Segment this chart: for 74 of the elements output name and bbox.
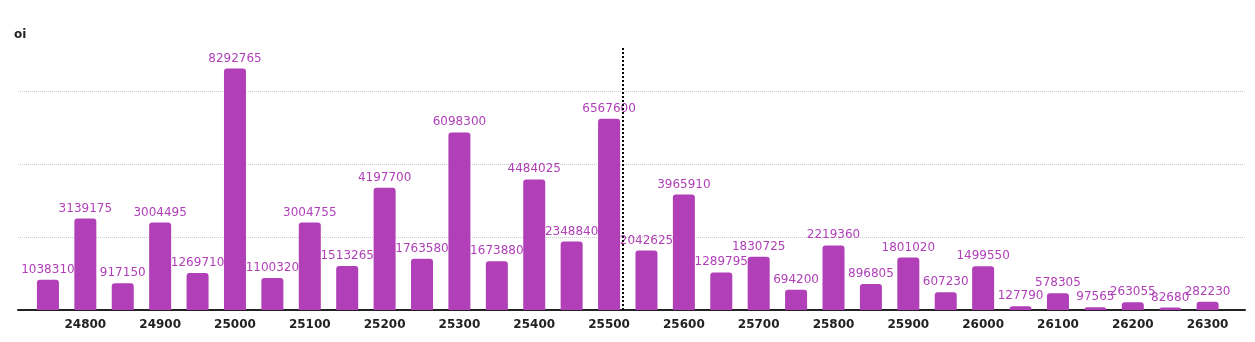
x-tick-label: 25200 xyxy=(363,317,406,331)
bar xyxy=(560,241,583,310)
bar xyxy=(36,279,59,310)
data-label: 127790 xyxy=(997,288,1044,303)
data-label: 1763580 xyxy=(395,240,449,255)
data-label: 1100320 xyxy=(245,259,300,274)
bar xyxy=(785,289,808,310)
data-label: 2219360 xyxy=(806,227,861,242)
x-tick-label: 25600 xyxy=(663,317,705,331)
bar xyxy=(1121,302,1144,310)
bar xyxy=(635,250,658,310)
bar xyxy=(373,187,396,310)
data-label: 3004495 xyxy=(133,204,187,219)
x-tick-label: 24800 xyxy=(64,317,107,331)
data-label: 1038310 xyxy=(21,261,75,276)
bar xyxy=(298,222,321,310)
x-tick-label: 24900 xyxy=(139,317,182,331)
bar xyxy=(710,272,733,310)
x-tick-label: 26200 xyxy=(1111,317,1154,331)
x-tick-label: 25100 xyxy=(288,317,331,331)
data-label: 1513265 xyxy=(320,247,374,262)
data-label: 2348840 xyxy=(544,223,599,238)
data-label: 6567600 xyxy=(582,100,636,115)
x-tick-label: 26100 xyxy=(1037,317,1079,331)
x-tick-label: 25400 xyxy=(513,317,556,331)
data-label: 3139175 xyxy=(58,200,113,215)
bar xyxy=(336,265,359,310)
data-label: 1289795 xyxy=(694,254,749,269)
x-tick-label: 26300 xyxy=(1186,317,1229,331)
x-tick-label: 25900 xyxy=(887,317,930,331)
bar xyxy=(822,245,845,310)
bar xyxy=(598,118,621,310)
data-label: 1269710 xyxy=(170,255,225,270)
bar xyxy=(523,179,546,310)
bar xyxy=(411,258,434,310)
data-label: 607230 xyxy=(922,274,969,289)
bar xyxy=(186,273,209,310)
bar xyxy=(223,68,246,310)
data-label: 3965910 xyxy=(657,176,711,191)
bar xyxy=(261,277,284,310)
x-tick-label: 25000 xyxy=(214,317,256,331)
data-label: 1801020 xyxy=(881,239,936,254)
bar xyxy=(149,222,172,310)
data-label: 4484025 xyxy=(507,161,561,176)
data-label: 1673880 xyxy=(470,243,524,258)
data-label: 917150 xyxy=(99,265,146,280)
data-label: 1499550 xyxy=(956,248,1010,263)
data-label: 8292765 xyxy=(208,50,262,65)
y-axis-title: oi xyxy=(14,27,27,41)
data-label: 1830725 xyxy=(731,238,786,253)
bar xyxy=(897,257,920,310)
data-label: 2042625 xyxy=(619,232,674,247)
bar xyxy=(672,194,695,310)
bar xyxy=(448,132,471,310)
data-label: 694200 xyxy=(773,271,819,286)
data-label: 3004755 xyxy=(283,204,337,219)
bar xyxy=(747,256,770,310)
x-tick-label: 25800 xyxy=(812,317,855,331)
data-label: 896805 xyxy=(848,265,894,280)
bar xyxy=(972,266,995,310)
x-tick-label: 26000 xyxy=(962,317,1005,331)
data-label: 6098300 xyxy=(432,114,487,129)
x-tick-label: 25300 xyxy=(438,317,481,331)
bar xyxy=(859,283,882,310)
bar xyxy=(485,261,508,310)
bar xyxy=(934,292,957,310)
bar xyxy=(111,283,134,310)
bar xyxy=(1046,293,1069,310)
bar xyxy=(1196,301,1219,310)
x-tick-label: 25500 xyxy=(588,317,630,331)
bar xyxy=(74,218,97,310)
data-label: 578305 xyxy=(1035,275,1081,290)
x-tick-label: 25700 xyxy=(737,317,780,331)
data-label: 4197700 xyxy=(357,169,412,184)
